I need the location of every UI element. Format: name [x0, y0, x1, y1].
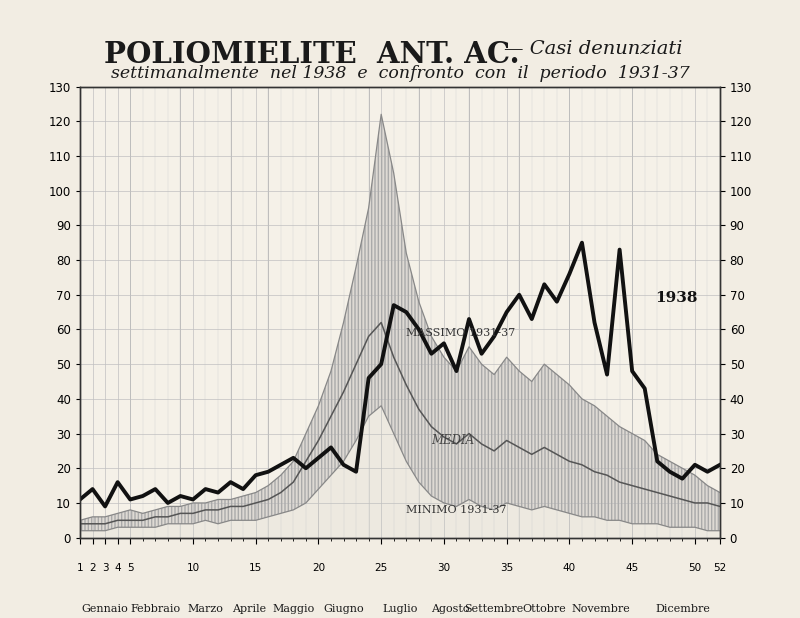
Text: Gennaio: Gennaio	[82, 604, 129, 614]
Text: Settembre: Settembre	[465, 604, 524, 614]
Text: MINIMO 1931-37: MINIMO 1931-37	[406, 506, 506, 515]
Text: Marzo: Marzo	[187, 604, 223, 614]
Text: settimanalmente  nel 1938  e  confronto  con  il  periodo  1931-37: settimanalmente nel 1938 e confronto con…	[110, 65, 690, 82]
Text: Ottobre: Ottobre	[522, 604, 566, 614]
Text: Maggio: Maggio	[272, 604, 314, 614]
Text: Agosto: Agosto	[431, 604, 470, 614]
Text: MASSIMO 1931-37: MASSIMO 1931-37	[406, 328, 515, 339]
Text: 1938: 1938	[654, 290, 698, 305]
Text: POLIOMIELITE  ANT. AC.: POLIOMIELITE ANT. AC.	[104, 40, 520, 69]
Text: Febbraio: Febbraio	[130, 604, 180, 614]
Text: Dicembre: Dicembre	[655, 604, 710, 614]
Text: Luglio: Luglio	[382, 604, 418, 614]
Text: Novembre: Novembre	[571, 604, 630, 614]
Text: Giugno: Giugno	[323, 604, 364, 614]
Text: — Casi denunziati: — Casi denunziati	[504, 40, 682, 58]
Text: Aprile: Aprile	[232, 604, 266, 614]
Text: MEDIA: MEDIA	[431, 434, 474, 447]
